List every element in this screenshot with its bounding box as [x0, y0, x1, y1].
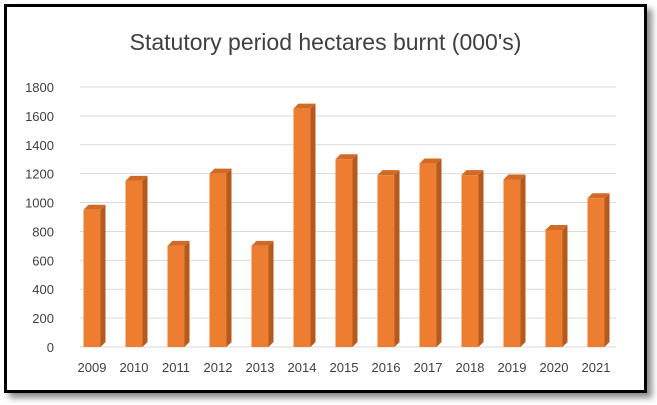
x-tick-label: 2021 — [582, 360, 611, 375]
bar — [545, 230, 563, 347]
y-tick-label: 1600 — [25, 109, 54, 124]
y-tick-label: 1000 — [25, 196, 54, 211]
x-tick-label: 2010 — [120, 360, 149, 375]
x-tick-label: 2012 — [204, 360, 233, 375]
bar-side — [268, 240, 274, 347]
bar-side — [604, 193, 610, 347]
x-tick-label: 2015 — [330, 360, 359, 375]
bar-side — [520, 174, 526, 347]
bar-side — [478, 170, 484, 347]
bar — [587, 198, 605, 347]
y-tick-label: 400 — [32, 282, 54, 297]
bar-top — [419, 158, 442, 164]
x-tick-label: 2014 — [288, 360, 317, 375]
bar-top — [83, 204, 106, 210]
bar — [461, 175, 479, 347]
bar-top — [461, 170, 484, 176]
y-tick-label: 0 — [47, 340, 54, 355]
bar — [335, 159, 353, 347]
bar — [251, 245, 269, 347]
bar-top — [503, 174, 526, 180]
x-tick-label: 2019 — [498, 360, 527, 375]
bar-top — [545, 225, 568, 230]
y-tick-label: 200 — [32, 311, 54, 326]
x-tick-label: 2020 — [540, 360, 569, 375]
bar-top — [209, 168, 232, 174]
bar-side — [352, 154, 358, 347]
bar-side — [562, 225, 568, 347]
chart-frame: Statutory period hectares burnt (000's) — [4, 4, 647, 393]
bar — [167, 245, 185, 347]
bar-top — [125, 175, 148, 181]
x-tick-label: 2011 — [162, 360, 190, 375]
x-tick-label: 2017 — [414, 360, 443, 375]
y-tick-label: 600 — [32, 253, 54, 268]
bar-side — [394, 170, 400, 347]
y-axis-ticks: 0 200 400 600 800 1000 1200 1400 1600 1800 — [25, 80, 54, 355]
bar-side — [184, 240, 190, 347]
bar — [293, 108, 311, 348]
x-tick-label: 2013 — [246, 360, 275, 375]
bar — [209, 173, 227, 347]
bar-top — [251, 240, 274, 246]
bar-top — [377, 170, 400, 176]
y-tick-label: 1200 — [25, 167, 54, 182]
y-tick-label: 800 — [32, 224, 54, 239]
bar — [419, 163, 437, 347]
bar-side — [310, 103, 316, 348]
x-tick-label: 2009 — [78, 360, 107, 375]
bar-top — [587, 193, 610, 199]
y-tick-label: 1800 — [25, 80, 54, 95]
bar — [503, 179, 521, 347]
bar — [83, 209, 101, 347]
bar-side — [142, 175, 148, 347]
bar-top — [335, 154, 358, 160]
bar-side — [436, 158, 442, 347]
x-axis-ticks: 2009 2010 2011 2012 2013 2014 2015 2016 2017 2018… — [78, 360, 611, 375]
x-tick-label: 2018 — [456, 360, 485, 375]
x-tick-label: 2016 — [372, 360, 401, 375]
bars — [83, 103, 610, 348]
y-tick-label: 1400 — [25, 138, 54, 153]
bar-top — [167, 240, 190, 246]
bar — [125, 180, 143, 347]
bar-top — [293, 103, 316, 109]
bar-side — [226, 168, 232, 347]
bar-side — [100, 204, 106, 347]
bar — [377, 175, 395, 347]
chart-title: Statutory period hectares burnt (000's) — [129, 29, 522, 55]
